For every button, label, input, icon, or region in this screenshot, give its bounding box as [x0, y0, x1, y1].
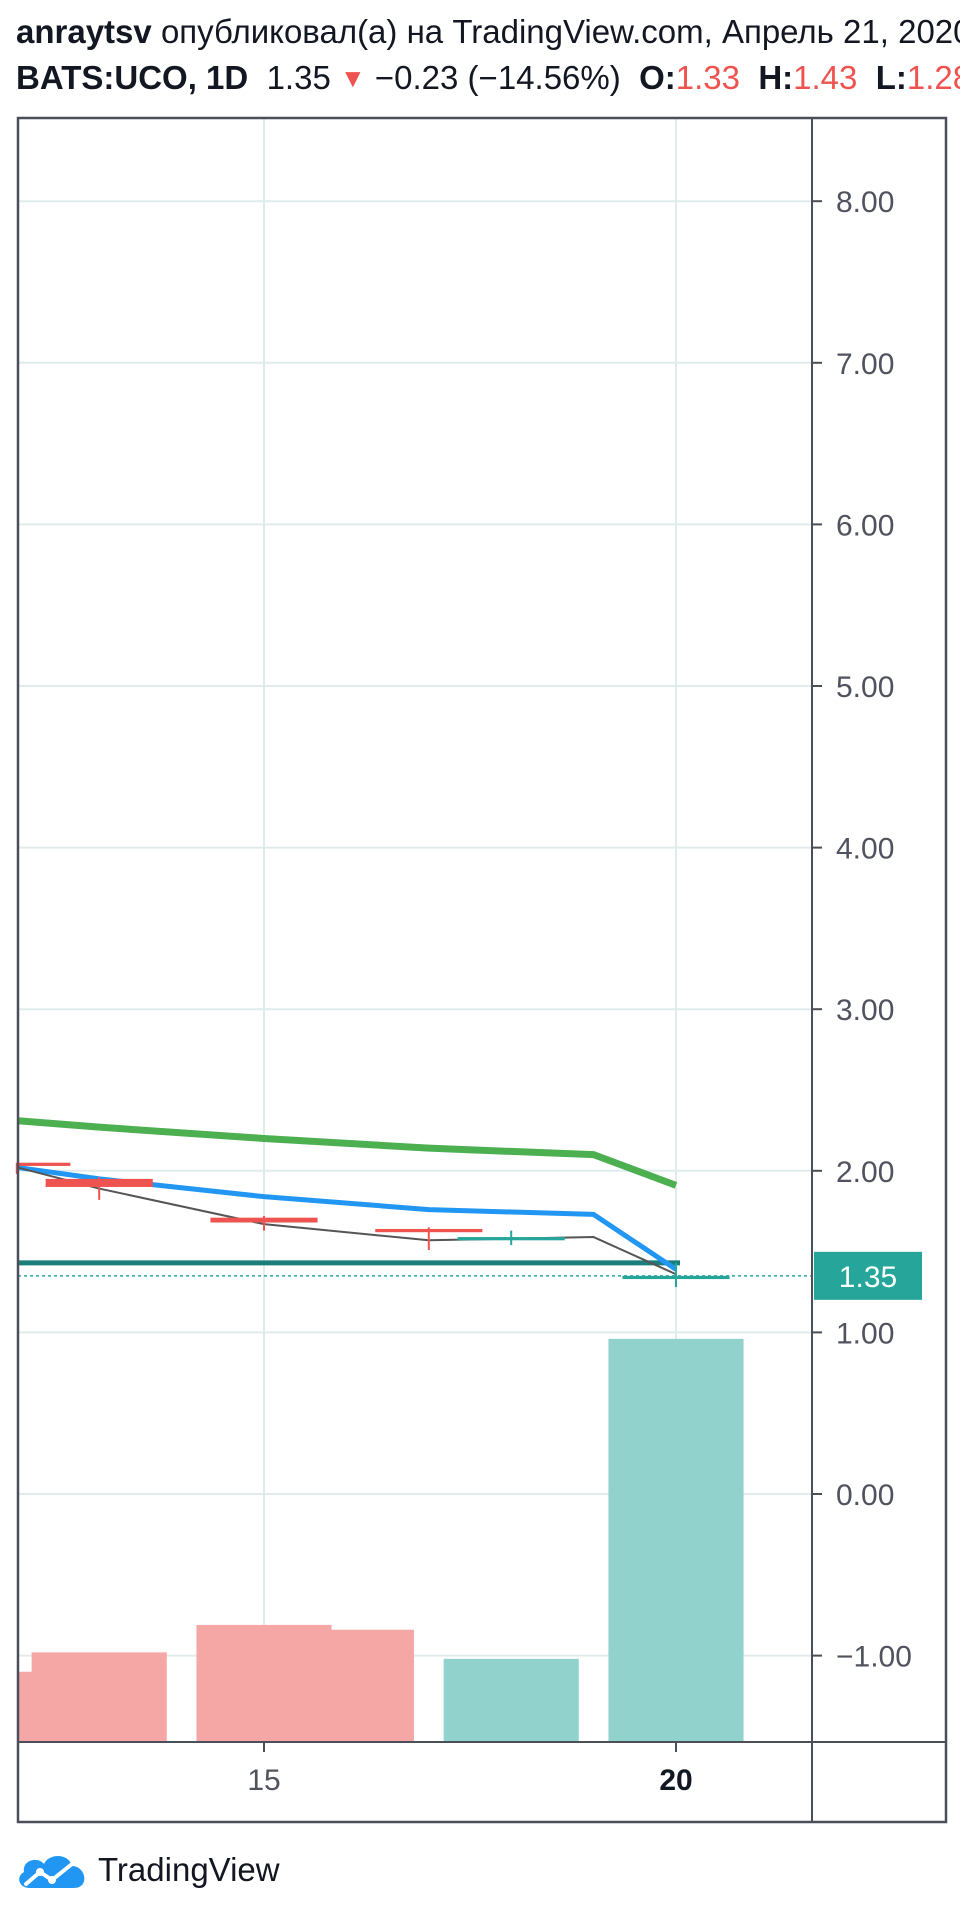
price-change: −0.23 (−14.56%) — [374, 59, 621, 96]
symbol-info: BATS:UCO, 1D 1.35 ▼ −0.23 (−14.56%) O:1.… — [16, 58, 960, 100]
candle-body[interactable] — [457, 1237, 565, 1241]
published-text: опубликовал(а) на TradingView.com, Апрел… — [160, 13, 960, 50]
price-badge — [814, 1251, 922, 1300]
volume-bar — [278, 1629, 414, 1742]
open-value: 1.33 — [675, 59, 740, 96]
symbol-name: BATS:UCO, 1D — [16, 59, 249, 96]
publish-info: anraytsv опубликовал(а) на TradingView.c… — [16, 12, 960, 52]
brand-name[interactable]: TradingView — [98, 1851, 280, 1888]
candle-body[interactable] — [210, 1217, 318, 1223]
open-label: O: — [639, 59, 676, 96]
y-tick-label: 2.00 — [836, 1156, 894, 1189]
moving-average-line — [17, 1165, 678, 1272]
y-tick-label: 5.00 — [836, 671, 894, 704]
y-tick-label: 0.00 — [836, 1479, 894, 1512]
footer: TradingView — [16, 1845, 280, 1895]
author-name[interactable]: anraytsv — [16, 13, 152, 50]
y-tick-label: 1.00 — [836, 1317, 894, 1350]
low-value: 1.28 — [906, 59, 960, 96]
candle-body[interactable] — [45, 1178, 153, 1187]
low-label: L: — [875, 59, 907, 96]
chart-frame — [16, 116, 948, 1824]
volume-bar — [608, 1338, 744, 1742]
candle-body[interactable] — [622, 1275, 730, 1280]
y-tick-label: −1.00 — [836, 1641, 912, 1674]
candle-body[interactable] — [19, 1162, 71, 1166]
price-badge-label: 1.35 — [839, 1261, 897, 1294]
down-arrow-icon: ▼ — [339, 63, 366, 93]
moving-average-line — [17, 1117, 678, 1189]
candle-body[interactable] — [375, 1228, 483, 1233]
high-label: H: — [758, 59, 794, 96]
x-tick-label: 20 — [659, 1764, 692, 1797]
volume-bar — [443, 1658, 579, 1742]
y-tick-label: 4.00 — [836, 833, 894, 866]
high-value: 1.43 — [793, 59, 858, 96]
y-tick-label: 6.00 — [836, 509, 894, 542]
tradingview-logo-icon[interactable] — [16, 1848, 90, 1892]
y-tick-label: 3.00 — [836, 994, 894, 1027]
y-tick-label: 7.00 — [836, 348, 894, 381]
last-price: 1.35 — [266, 59, 331, 96]
x-tick-label: 15 — [247, 1764, 280, 1797]
volume-bar — [31, 1652, 167, 1742]
y-tick-label: 8.00 — [836, 186, 894, 219]
